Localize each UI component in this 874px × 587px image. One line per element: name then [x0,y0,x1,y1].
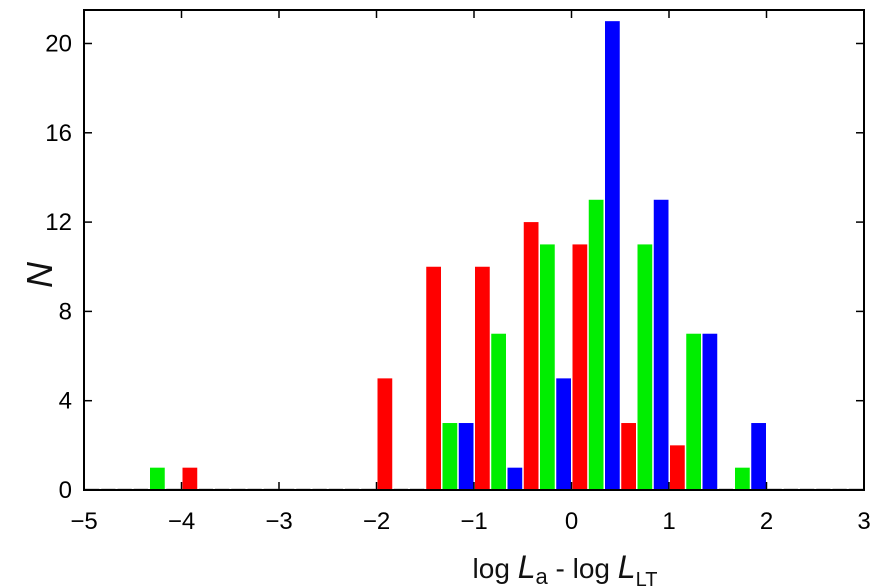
x-tick-label: 0 [565,508,578,535]
bar [637,244,653,490]
x-tick-label: −4 [168,508,195,535]
bar [670,445,685,490]
y-tick-label: 4 [59,388,72,415]
bar [653,199,669,490]
y-tick-label: 12 [45,209,72,236]
bar [686,333,701,490]
bar [442,423,458,490]
plot-frame [83,9,865,491]
x-tick-label: −5 [70,508,97,535]
x-tick-label: −2 [363,508,390,535]
bar [556,378,571,490]
bar [702,333,718,490]
bar [491,333,506,490]
y-tick-label: 20 [45,30,72,57]
bar [458,423,474,490]
bar [605,21,620,491]
bars-group [85,21,863,491]
x-tick-label: −3 [265,508,292,535]
bar [588,199,604,490]
bar [540,244,555,490]
x-ticks: −5 −4 −3 −2 −1 0 1 2 3 [70,10,871,535]
y-axis-label: N [19,261,60,288]
bar [523,222,539,490]
bar [377,378,393,490]
bar [182,467,198,490]
x-tick-label: −1 [460,508,487,535]
bar [735,467,750,490]
bar [751,423,766,490]
x-axis-label: log La - log LLT [473,549,658,587]
y-tick-label: 0 [59,477,72,504]
bar [426,266,441,490]
x-tick-label: 3 [857,508,870,535]
bar [475,266,490,490]
x-tick-label: 1 [662,508,675,535]
bar [621,423,636,490]
y-ticks: 0 4 8 12 16 20 [45,30,864,504]
bar [572,244,588,490]
y-tick-label: 8 [59,298,72,325]
x-tick-label: 2 [760,508,773,535]
bar [507,467,523,490]
y-tick-label: 16 [45,120,72,147]
bar [150,467,165,490]
